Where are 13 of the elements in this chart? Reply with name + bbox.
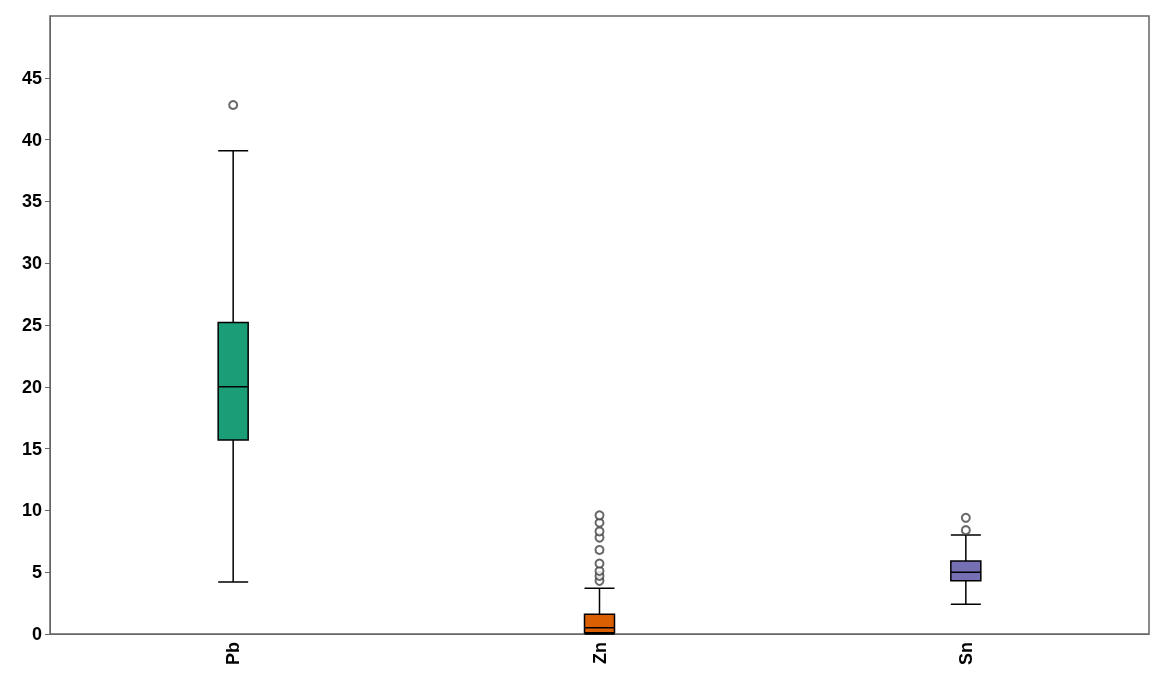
x-tick-label: Sn — [955, 642, 976, 666]
y-tick-label: 45 — [21, 67, 42, 88]
y-tick-label: 20 — [21, 376, 42, 397]
y-tick-label: 10 — [21, 500, 42, 521]
y-tick-label: 5 — [31, 562, 42, 583]
y-tick-label: 30 — [21, 253, 42, 274]
y-tick-label: 0 — [31, 624, 42, 644]
y-tick-label: 15 — [21, 438, 42, 459]
y-tick-label: 40 — [21, 129, 42, 150]
y-tick-label: 25 — [21, 315, 42, 335]
x-tick-label: Zn — [589, 642, 610, 664]
x-tick-label: Pb — [223, 642, 244, 666]
y-tick-label: 35 — [21, 191, 42, 212]
